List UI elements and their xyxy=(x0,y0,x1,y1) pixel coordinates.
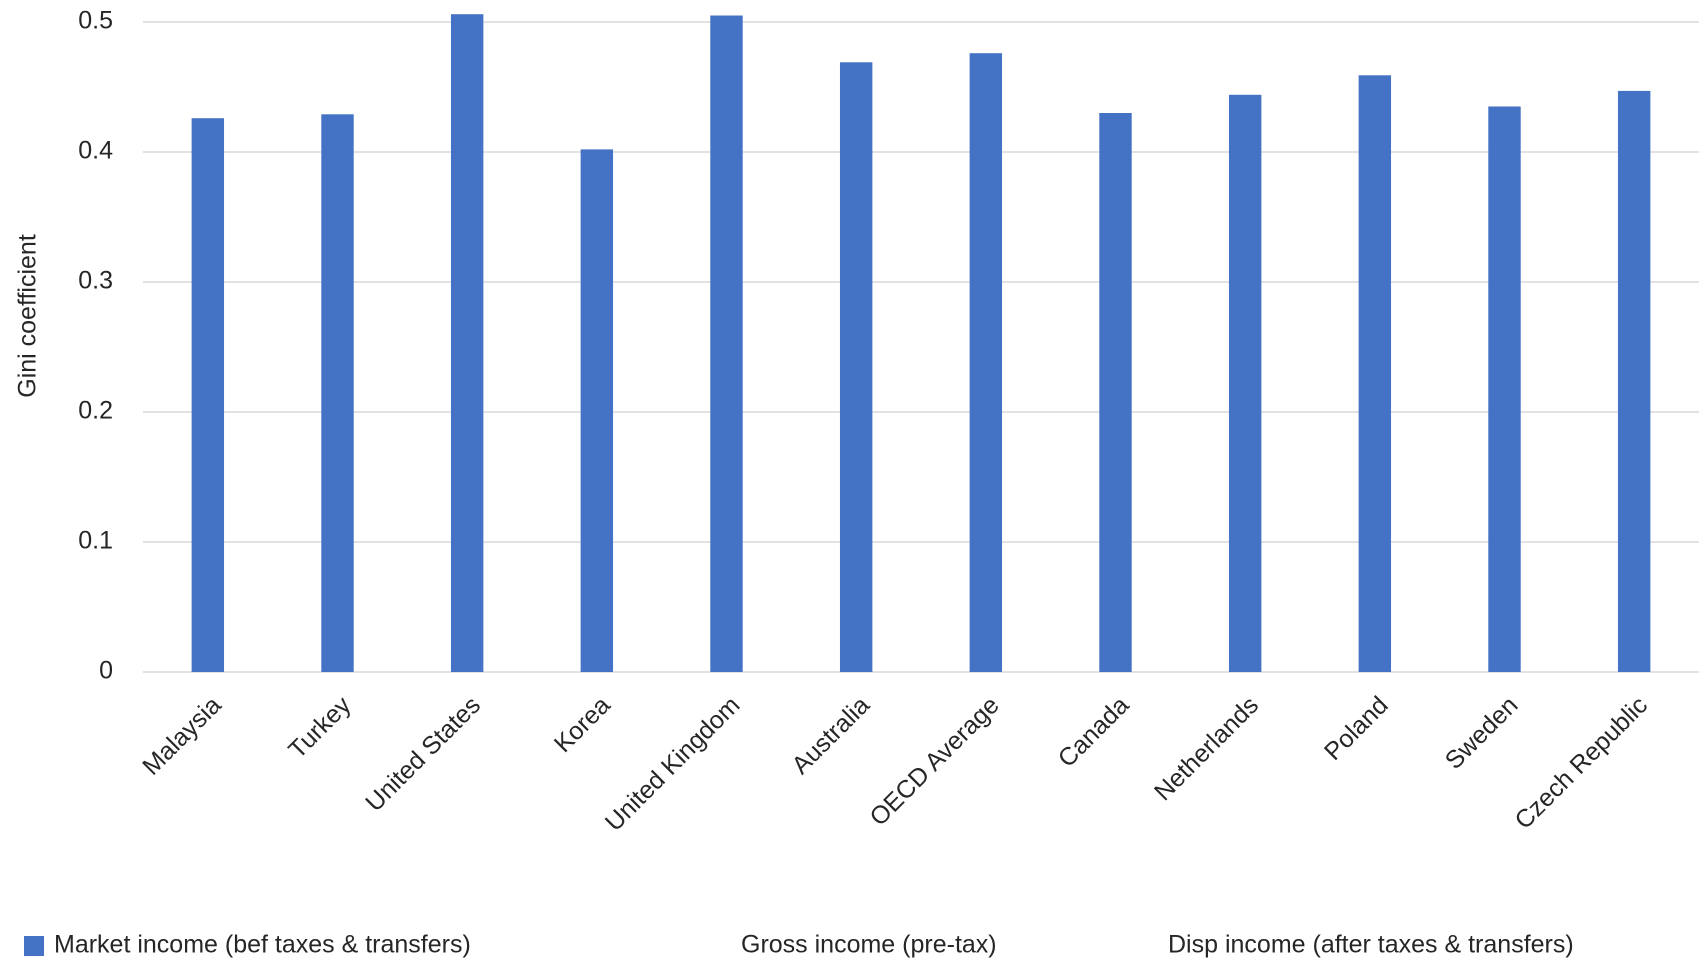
bar xyxy=(839,62,873,673)
x-tick-label: OECD Average xyxy=(864,691,1004,831)
bar xyxy=(1488,106,1521,672)
x-tick-label: Poland xyxy=(1319,691,1394,766)
bar xyxy=(321,114,354,673)
x-tick-label: Canada xyxy=(1053,691,1135,773)
x-tick-label: Australia xyxy=(787,691,876,780)
y-tick-label: 0 xyxy=(99,657,113,685)
bar xyxy=(580,149,614,672)
bar xyxy=(710,15,743,672)
x-tick-label: United Kingdom xyxy=(600,691,746,837)
bar xyxy=(1358,75,1392,673)
y-tick-label: 0.5 xyxy=(78,7,113,35)
legend-label: Market income (bef taxes & transfers) xyxy=(54,931,471,959)
x-tick-label: Korea xyxy=(549,691,616,758)
bar xyxy=(450,14,484,672)
y-tick-label: 0.2 xyxy=(78,397,113,425)
bar xyxy=(1228,94,1262,673)
x-tick-label: Sweden xyxy=(1440,691,1524,775)
y-tick-label: 0.3 xyxy=(78,267,113,295)
bar xyxy=(1617,90,1651,672)
x-tick-label: Netherlands xyxy=(1149,691,1264,806)
bar xyxy=(969,53,1003,672)
x-tick-label: United States xyxy=(360,691,486,817)
y-tick-label: 0.4 xyxy=(78,137,113,165)
bar xyxy=(191,118,225,672)
legend-swatch xyxy=(24,936,44,956)
x-tick-label: Czech Republic xyxy=(1509,691,1653,835)
y-axis-label: Gini coefficient xyxy=(14,234,42,398)
legend-label: Gross income (pre-tax) xyxy=(741,931,997,959)
x-tick-label: Turkey xyxy=(283,691,357,765)
y-tick-label: 0.1 xyxy=(78,527,113,555)
legend-label: Disp income (after taxes & transfers) xyxy=(1168,931,1574,959)
bar xyxy=(1099,113,1132,672)
x-tick-label: Malaysia xyxy=(137,691,227,781)
